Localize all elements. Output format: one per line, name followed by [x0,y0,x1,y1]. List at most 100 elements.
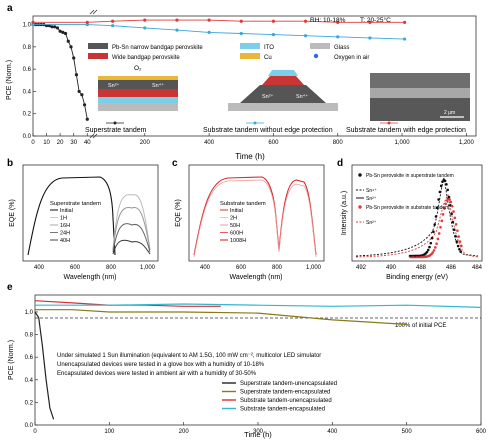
superstrate-schematic: O₂ Sn²⁺ Sn⁴⁺ [98,65,178,111]
d-point-superstrate [439,184,443,188]
condition-rh: RH: 10-18% [310,17,346,24]
panel-e-letter: e [7,282,13,293]
a-xtick-label: 400 [204,140,215,146]
panel-e-yticks: 0.0 0.2 0.4 0.6 0.8 1.0 [25,310,38,429]
d-point-substrate [439,226,442,229]
reference-label: 100% of initial PCE [395,323,446,329]
a-data-point [207,30,211,34]
e-xtick-label: 0 [33,429,37,435]
e-note-2: Encapsulated devices were tested in ambi… [57,371,257,377]
e-ytick-label: 0.4 [25,378,34,384]
c-legend-title: Substrate tandem [220,201,266,207]
a-data-point [63,31,68,36]
d-point-substrate [435,242,438,245]
d-legend-2: Sn²⁺ [366,196,377,202]
caption-superstrate: Superstrate tandem [85,127,147,134]
panel-d: d Intensity (a.u.) Pb-Sn perovskite in s… [337,158,483,281]
a-ytick-label: 0.8 [23,45,32,51]
panel-a-ylabel: PCE (Norm.) [6,60,13,100]
d-xtick-0: 492 [356,265,367,271]
d-point-superstrate [436,206,439,210]
b-xtick-3: 1,000 [140,265,156,271]
e-ytick-label: 0.2 [25,400,34,406]
c-xtick-1: 600 [236,265,247,271]
d-point-substrate [432,249,436,252]
d-point-superstrate [425,250,429,254]
d-point-substrate [437,232,441,235]
c-xtick-0: 400 [200,265,211,271]
legend-glass: Glass [334,45,349,51]
panel-d-letter: d [337,158,343,169]
a-data-point [368,36,372,40]
d-point-substrate [448,198,451,201]
d-point-substrate [441,213,445,216]
d-point-superstrate [434,215,438,218]
panel-c-letter: c [172,158,178,169]
e-xtick-label: 300 [253,429,264,435]
panel-d-ylabel: Intensity (a.u.) [341,191,348,235]
a-data-point [58,29,62,33]
a-data-point [61,30,65,34]
d-xtick-3: 486 [446,265,457,271]
a-data-point [303,34,308,38]
d-point-substrate [449,200,453,204]
e-xtick-label: 600 [476,429,487,435]
d-xtick-2: 488 [416,265,427,271]
panel-c-xlabel: Wavelength (nm) [229,274,282,281]
e-ytick-label: 0.0 [25,423,34,429]
sn2-label-b: Sn²⁺ [262,93,274,100]
c-legend-label: 50H [230,223,240,229]
sn4-label-b: Sn⁴⁺ [296,93,308,100]
legend-ito: ITO [264,45,274,51]
d-point-superstrate [437,198,440,201]
c-legend-label: 1008H [230,238,246,244]
panel-e-ylabel: PCE (Norm.) [8,340,15,380]
c-xtick-3: 1,000 [306,265,322,271]
d-legend-4: Sn²⁺ [366,220,377,226]
d-point-superstrate [455,240,459,244]
a-data-point [403,20,407,24]
panel-b: b EQE (%) Superstrate tandem Initial 1H16… [7,158,159,281]
c-legend-label: 2H [230,216,237,222]
e-xtick-label: 200 [179,429,190,435]
axis-break-marks [89,9,98,139]
panel-a-letter: a [7,3,13,14]
panel-c-ylabel: EQE (%) [175,199,182,227]
d-point-substrate [453,216,457,220]
d-point-substrate [460,244,463,248]
d-point-substrate [457,235,461,238]
panel-a-captions: Superstrate tandem Substrate tandem with… [85,121,466,134]
d-point-substrate [444,202,448,206]
a-xtick-label: 30 [70,140,77,146]
a-data-point [368,20,372,24]
legend-wbg-swatch [88,53,108,59]
panel-a-frame [32,15,477,137]
panel-a: a PCE (Norm.) 0.0 0.2 0.4 0.6 0.8 1.0 0 10 20 30… [6,3,477,161]
panel-d-points [408,178,463,259]
a-data-point [77,89,81,94]
e-legend-label: Superstrate tandem-encapsulated [240,390,330,396]
a-ytick-label: 0.2 [23,112,32,118]
panel-a-xticks: 0 10 20 30 40 200 400 600 800 1,000 1,200 [31,133,475,146]
legend-oxygen-dot [313,53,319,59]
a-data-point [111,24,115,28]
e-note-0: Under simulated 1 Sun illumination (equi… [57,353,321,359]
b-legend-title: Superstrate tandem [50,201,101,207]
e-legend-label: Substrate tandem-unencapsulated [240,398,332,404]
e-note-1: Unencapsulated devices were tested in a … [57,362,265,368]
d-point-superstrate [438,190,442,194]
a-data-point [85,22,89,27]
a-data-point [303,19,308,23]
d-point-superstrate [458,247,461,251]
d-point-superstrate [432,230,435,234]
a-data-point [271,19,276,23]
a-xtick-label: 20 [57,140,64,146]
d-point-superstrate [426,248,430,252]
a-xtick-label: 10 [43,140,50,146]
panel-b-xlabel: Wavelength (nm) [63,274,116,281]
a-data-point [80,93,84,97]
d-point-superstrate [430,236,434,240]
a-series-line [33,19,405,23]
